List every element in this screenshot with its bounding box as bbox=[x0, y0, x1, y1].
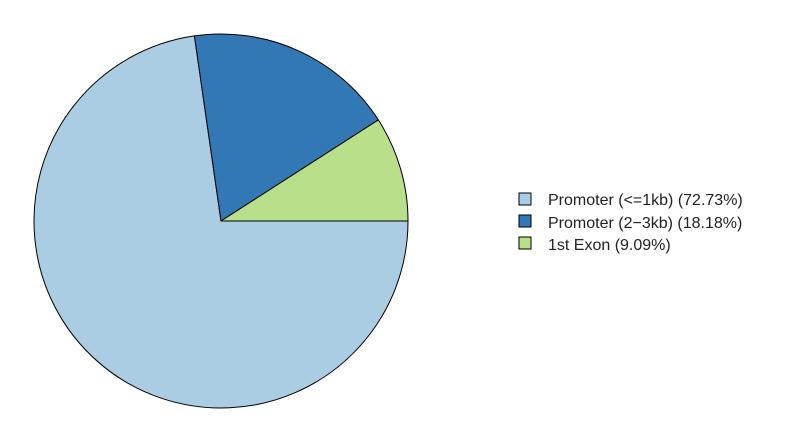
pie-slice-1 bbox=[193, 33, 379, 222]
legend-label-2: 1st Exon (9.09%) bbox=[548, 237, 671, 254]
legend-key-1 bbox=[518, 214, 532, 228]
legend-key-0 bbox=[518, 192, 532, 206]
legend-item: Promoter (<=1kb) (72.73%) bbox=[518, 192, 743, 209]
legend: Promoter (<=1kb) (72.73%) Promoter (2−3k… bbox=[518, 192, 743, 254]
pie-slice-0 bbox=[33, 35, 409, 409]
pie-slices bbox=[33, 33, 409, 409]
legend-label-1: Promoter (2−3kb) (18.18%) bbox=[548, 215, 742, 232]
legend-label-0: Promoter (<=1kb) (72.73%) bbox=[548, 192, 743, 209]
pie-slice-2 bbox=[220, 119, 409, 222]
legend-item: Promoter (2−3kb) (18.18%) bbox=[518, 214, 742, 232]
legend-key-2 bbox=[518, 236, 532, 250]
legend-item: 1st Exon (9.09%) bbox=[518, 236, 671, 254]
